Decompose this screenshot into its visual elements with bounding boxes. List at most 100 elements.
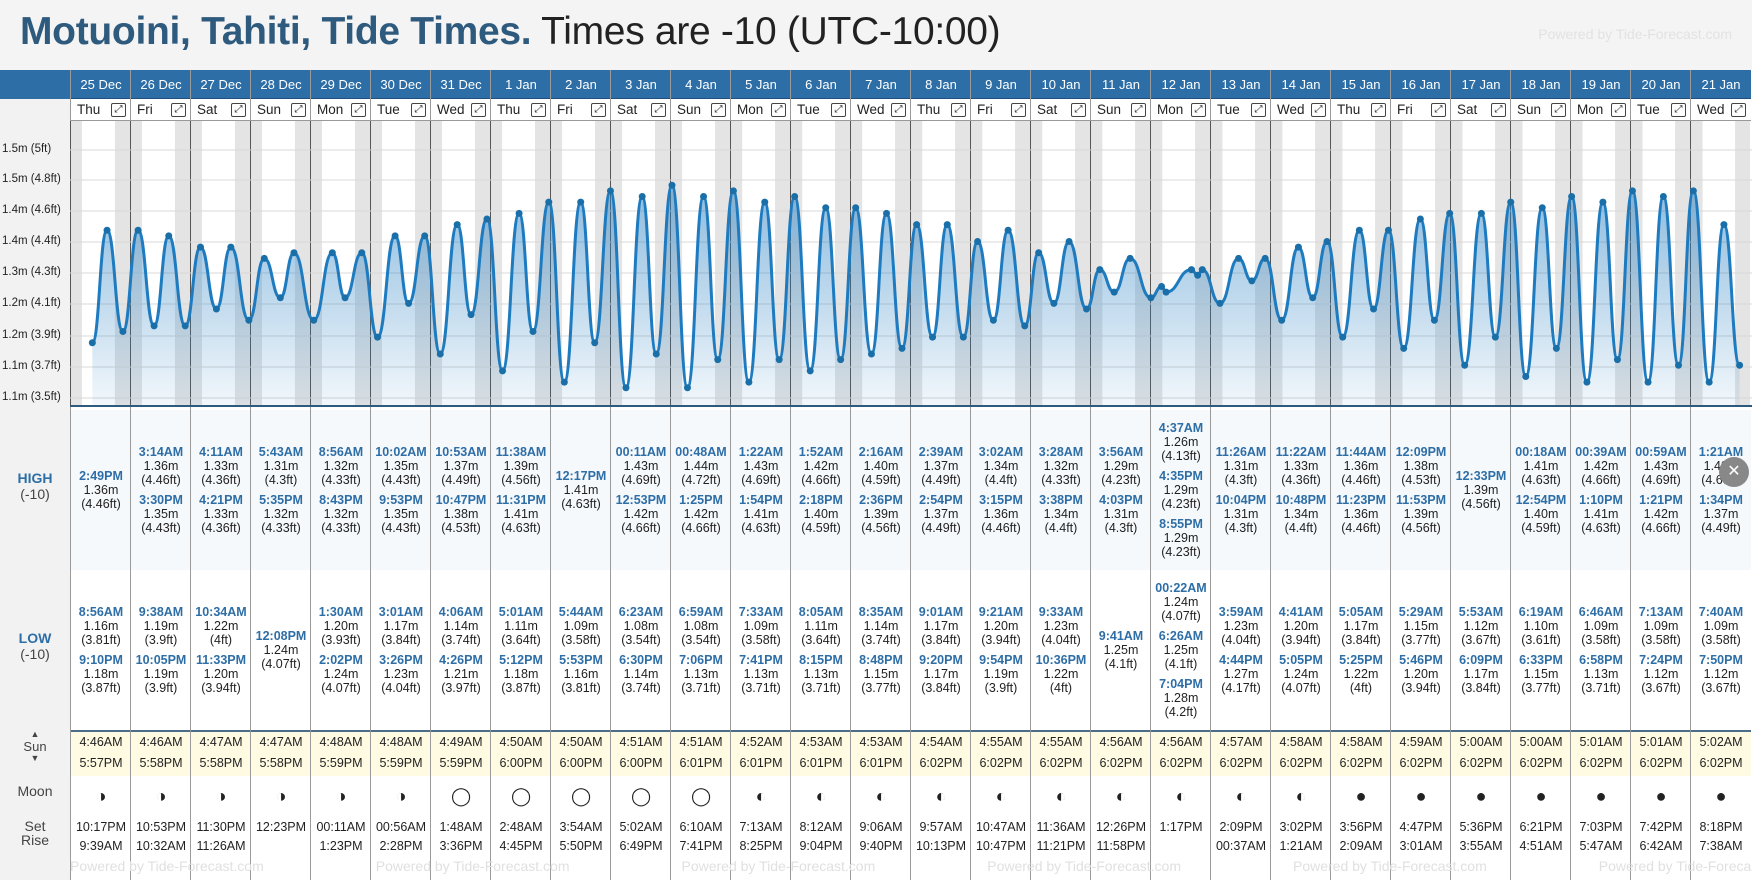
tide-point[interactable]	[867, 350, 875, 358]
tide-point[interactable]	[1446, 209, 1454, 217]
tide-point[interactable]	[1675, 361, 1682, 369]
expand-icon[interactable]: ⤢	[1611, 103, 1626, 117]
tide-point[interactable]	[700, 193, 708, 200]
expand-icon[interactable]: ⤢	[1551, 103, 1566, 117]
tide-point[interactable]	[103, 226, 111, 234]
tide-point[interactable]	[959, 333, 967, 341]
expand-icon[interactable]: ⤢	[711, 103, 726, 117]
tide-point[interactable]	[1309, 294, 1317, 302]
tide-point[interactable]	[1162, 288, 1170, 296]
tide-point[interactable]	[1187, 266, 1195, 274]
tide-point[interactable]	[165, 232, 173, 240]
tide-point[interactable]	[1613, 356, 1621, 364]
tide-point[interactable]	[467, 311, 475, 319]
tide-point[interactable]	[483, 215, 491, 223]
tide-point[interactable]	[1158, 283, 1166, 290]
tide-point[interactable]	[1689, 187, 1697, 195]
tide-point[interactable]	[358, 249, 366, 257]
tide-point[interactable]	[150, 322, 158, 330]
tide-point[interactable]	[1491, 333, 1499, 341]
tide-point[interactable]	[1323, 238, 1331, 245]
tide-point[interactable]	[791, 193, 799, 200]
tide-point[interactable]	[227, 243, 235, 251]
tide-point[interactable]	[405, 299, 413, 307]
tide-point[interactable]	[591, 339, 599, 347]
tide-point[interactable]	[1705, 378, 1713, 386]
tide-point[interactable]	[1248, 277, 1256, 285]
tide-point[interactable]	[1035, 249, 1043, 257]
expand-icon[interactable]: ⤢	[1371, 103, 1386, 117]
tide-point[interactable]	[1400, 344, 1408, 352]
expand-icon[interactable]: ⤢	[351, 103, 366, 117]
tide-point[interactable]	[913, 221, 921, 229]
tide-point[interactable]	[1294, 243, 1302, 251]
tide-point[interactable]	[245, 316, 253, 324]
tide-point[interactable]	[1235, 254, 1243, 262]
tide-point[interactable]	[1278, 316, 1286, 324]
tide-point[interactable]	[806, 367, 814, 375]
tide-point[interactable]	[1021, 322, 1029, 330]
tide-point[interactable]	[577, 198, 585, 206]
tide-point[interactable]	[560, 378, 568, 386]
tide-point[interactable]	[1461, 361, 1469, 369]
tide-point[interactable]	[88, 339, 96, 347]
tide-point[interactable]	[328, 249, 336, 257]
tide-point[interactable]	[1538, 204, 1546, 212]
tide-point[interactable]	[714, 356, 722, 364]
tide-point[interactable]	[943, 221, 951, 229]
tide-point[interactable]	[1004, 226, 1012, 234]
tide-point[interactable]	[1720, 221, 1728, 229]
tide-point[interactable]	[1050, 299, 1058, 307]
expand-icon[interactable]: ⤢	[1071, 103, 1086, 117]
tide-point[interactable]	[1198, 266, 1206, 274]
expand-icon[interactable]: ⤢	[291, 103, 306, 117]
expand-icon[interactable]: ⤢	[231, 103, 246, 117]
tide-point[interactable]	[1568, 193, 1576, 200]
tide-point[interactable]	[260, 254, 268, 262]
expand-icon[interactable]: ⤢	[891, 103, 906, 117]
expand-icon[interactable]: ⤢	[1731, 103, 1746, 117]
expand-icon[interactable]: ⤢	[1491, 103, 1506, 117]
tide-point[interactable]	[212, 305, 220, 313]
expand-icon[interactable]: ⤢	[1191, 103, 1206, 117]
tide-point[interactable]	[929, 333, 937, 341]
expand-icon[interactable]: ⤢	[831, 103, 846, 117]
close-icon[interactable]: ✕	[1719, 457, 1749, 487]
tide-point[interactable]	[638, 193, 646, 200]
expand-icon[interactable]: ⤢	[651, 103, 666, 117]
tide-point[interactable]	[1083, 305, 1090, 313]
tide-point[interactable]	[1416, 215, 1424, 223]
tide-point[interactable]	[606, 187, 614, 195]
tide-point[interactable]	[668, 181, 676, 189]
tide-point[interactable]	[1507, 198, 1515, 206]
expand-icon[interactable]: ⤢	[1311, 103, 1326, 117]
tide-point[interactable]	[1261, 254, 1269, 262]
tide-point[interactable]	[1126, 254, 1134, 262]
tide-point[interactable]	[989, 316, 997, 324]
tide-point[interactable]	[310, 316, 318, 324]
tide-point[interactable]	[1644, 378, 1652, 386]
tide-point[interactable]	[883, 209, 890, 217]
tide-point[interactable]	[622, 384, 630, 392]
tide-point[interactable]	[545, 198, 553, 206]
tide-point[interactable]	[974, 238, 982, 245]
tide-point[interactable]	[1147, 294, 1155, 302]
tide-point[interactable]	[119, 328, 127, 335]
expand-icon[interactable]: ⤢	[1131, 103, 1146, 117]
tide-point[interactable]	[1216, 299, 1224, 307]
tide-point[interactable]	[761, 198, 769, 206]
expand-icon[interactable]: ⤢	[1011, 103, 1026, 117]
tide-point[interactable]	[1599, 198, 1607, 206]
tide-point[interactable]	[745, 378, 753, 386]
expand-icon[interactable]: ⤢	[771, 103, 786, 117]
tide-point[interactable]	[134, 226, 142, 234]
expand-icon[interactable]: ⤢	[1671, 103, 1686, 117]
tide-point[interactable]	[276, 294, 284, 302]
tide-point[interactable]	[1477, 209, 1485, 217]
tide-point[interactable]	[1628, 187, 1636, 195]
tide-point[interactable]	[290, 249, 298, 257]
tide-point[interactable]	[775, 356, 783, 364]
expand-icon[interactable]: ⤢	[471, 103, 486, 117]
tide-point[interactable]	[1096, 266, 1104, 274]
expand-icon[interactable]: ⤢	[591, 103, 606, 117]
